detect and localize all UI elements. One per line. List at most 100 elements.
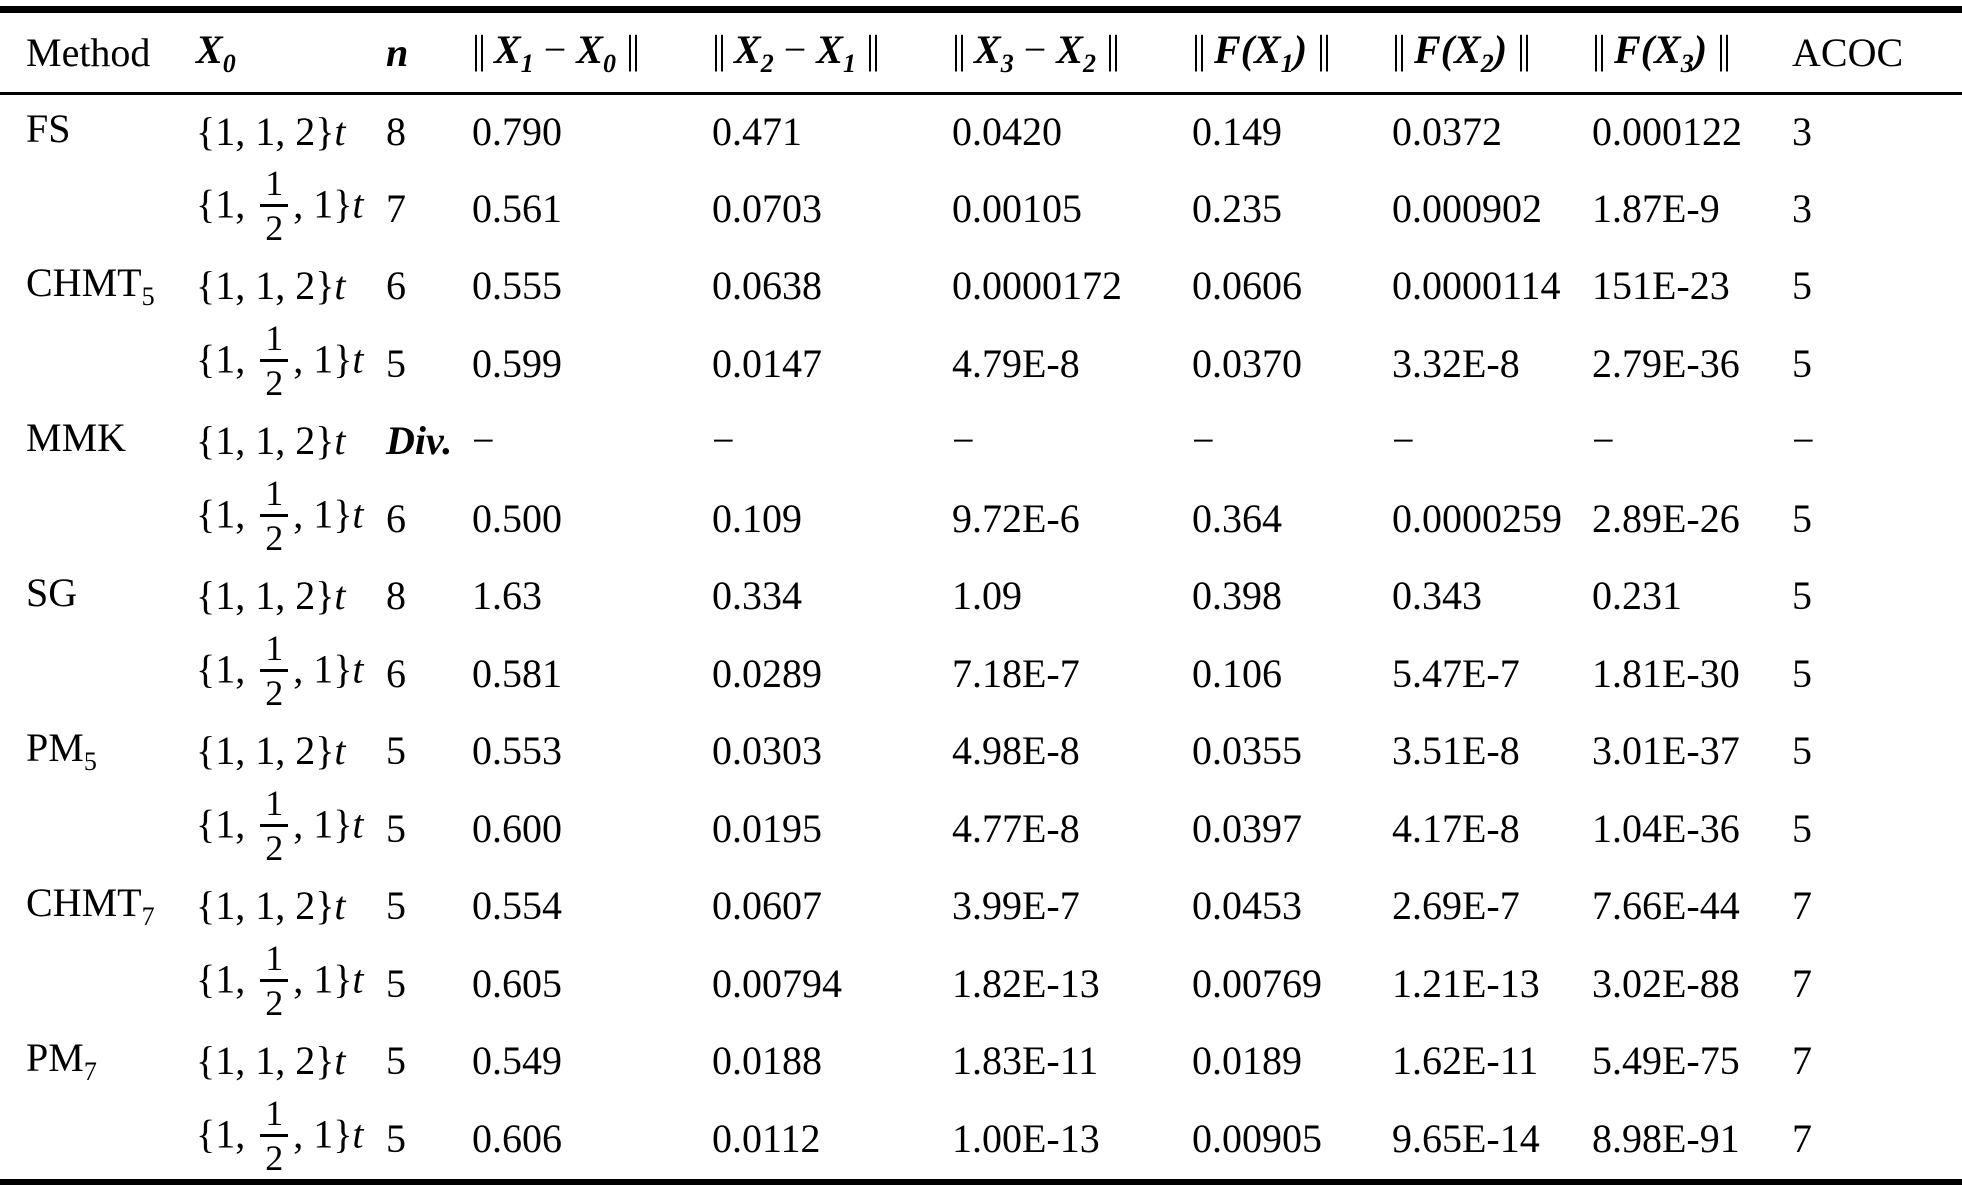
norm-bar-icon: ||: [952, 27, 966, 72]
iterations-value: 6: [386, 263, 406, 308]
value: 0.0303: [712, 728, 822, 773]
acoc-cell: 5: [1792, 249, 1962, 323]
value: 0.0195: [712, 805, 822, 851]
value: 0.000902: [1392, 185, 1542, 231]
n-cell: 7: [386, 168, 472, 249]
acoc-value: 5: [1792, 495, 1812, 541]
fraction-numerator: 1: [260, 785, 289, 827]
norm-f-x1-cell: 0.0453: [1192, 869, 1392, 943]
n-header-label: n: [386, 30, 409, 75]
x0-pre: {1,: [196, 801, 256, 847]
x0-t: t: [352, 956, 364, 1002]
n-cell: 8: [386, 559, 472, 633]
value: 0.0189: [1192, 1038, 1302, 1083]
value: 0.0607: [712, 883, 822, 928]
iterations-value: 6: [386, 495, 406, 541]
x0-post: , 1}: [293, 801, 353, 847]
acoc-value: 3: [1792, 108, 1812, 154]
acoc-cell: 5: [1792, 714, 1962, 788]
value: 0.231: [1592, 573, 1682, 618]
table-row: CHMT5 {1, 1, 2}t 6 0.555 0.0638 0.000017…: [0, 249, 1962, 323]
value: 0.0638: [712, 263, 822, 308]
method-subscript: 7: [141, 902, 155, 931]
x0-pre: {1, 1, 2}: [196, 728, 335, 773]
col-header-n: n: [386, 10, 472, 94]
norm-f-x1-cell: 0.398: [1192, 559, 1392, 633]
n-cell: 5: [386, 714, 472, 788]
acoc-value: 7: [1792, 1038, 1812, 1083]
method-cell: [0, 633, 196, 714]
norm-f-x1-cell: 0.0189: [1192, 1024, 1392, 1098]
value: 0.00769: [1192, 960, 1322, 1006]
norm-f-x3-cell: 2.79E-36: [1592, 323, 1792, 404]
acoc-cell: 7: [1792, 869, 1962, 943]
x0-post: , 1}: [293, 336, 353, 382]
x0-post: , 1}: [293, 181, 353, 227]
value: 4.98E-8: [952, 728, 1080, 773]
norm-x1-x0-cell: −: [472, 404, 712, 478]
x0-t: t: [352, 646, 364, 692]
x0-post: , 1}: [293, 646, 353, 692]
value: 2.89E-26: [1592, 495, 1740, 541]
f-term-close: ): [1293, 27, 1308, 72]
norm-f-x1-cell: 0.364: [1192, 478, 1392, 559]
norm-x3-x2-cell: 1.83E-11: [952, 1024, 1192, 1098]
minus-sign: −: [543, 27, 567, 72]
value: 0.235: [1192, 185, 1282, 231]
value: −: [712, 418, 735, 463]
norm-term-sub: 2: [1082, 49, 1096, 78]
method-subscript: 7: [83, 1057, 97, 1086]
value: 0.471: [712, 108, 802, 154]
n-cell: 5: [386, 1098, 472, 1182]
acoc-cell: 7: [1792, 1098, 1962, 1182]
value: 1.83E-11: [952, 1038, 1099, 1083]
norm-term: X: [494, 27, 521, 72]
norm-f-x1-cell: 0.0370: [1192, 323, 1392, 404]
n-cell: 5: [386, 788, 472, 869]
value: −: [1592, 418, 1615, 463]
fraction-denominator: 2: [265, 827, 284, 868]
table-header: Method X0 n || X1− X0 || || X2− X1 || || X3− X2 |…: [0, 10, 1962, 94]
x0-t: t: [352, 336, 364, 382]
norm-x2-x1-cell: 0.0289: [712, 633, 952, 714]
table-row: PM5 {1, 1, 2}t 5 0.553 0.0303 4.98E-8 0.…: [0, 714, 1962, 788]
x0-pre: {1,: [196, 491, 256, 537]
acoc-value: 7: [1792, 1115, 1812, 1161]
norm-x1-x0-cell: 0.606: [472, 1098, 712, 1182]
value: −: [1392, 418, 1415, 463]
value: 1.09: [952, 573, 1022, 618]
norm-f-x2-cell: 0.343: [1392, 559, 1592, 633]
norm-f-x3-cell: 7.66E-44: [1592, 869, 1792, 943]
table-row: PM7 {1, 1, 2}t 5 0.549 0.0188 1.83E-11 0…: [0, 1024, 1962, 1098]
value: 0.0188: [712, 1038, 822, 1083]
value: 5.47E-7: [1392, 650, 1520, 696]
norm-x3-x2-cell: 0.0420: [952, 94, 1192, 168]
n-cell: 6: [386, 633, 472, 714]
value: 2.69E-7: [1392, 883, 1520, 928]
col-header-norm-f-x3: || F(X3) ||: [1592, 10, 1792, 94]
value: 0.149: [1192, 108, 1282, 154]
norm-x1-x0-cell: 0.790: [472, 94, 712, 168]
acoc-cell: 5: [1792, 633, 1962, 714]
x0-base: X: [196, 27, 223, 72]
x0-cell: {1, 1, 2}t: [196, 714, 386, 788]
col-header-norm-x1-x0: || X1− X0 ||: [472, 10, 712, 94]
norm-f-x2-cell: 0.0000259: [1392, 478, 1592, 559]
value: 3.99E-7: [952, 883, 1080, 928]
norm-f-x3-cell: 3.01E-37: [1592, 714, 1792, 788]
x0-t: t: [352, 1111, 364, 1157]
norm-bar-icon: ||: [1592, 27, 1606, 72]
method-subscript: 5: [83, 747, 97, 776]
x0-t: t: [352, 801, 364, 847]
iterations-value: 8: [386, 108, 406, 154]
norm-x2-x1-cell: 0.0607: [712, 869, 952, 943]
x0-cell: {1, 1, 2}t: [196, 249, 386, 323]
norm-x3-x2-cell: −: [952, 404, 1192, 478]
value: 0.0606: [1192, 263, 1302, 308]
x0-pre: {1,: [196, 1111, 256, 1157]
